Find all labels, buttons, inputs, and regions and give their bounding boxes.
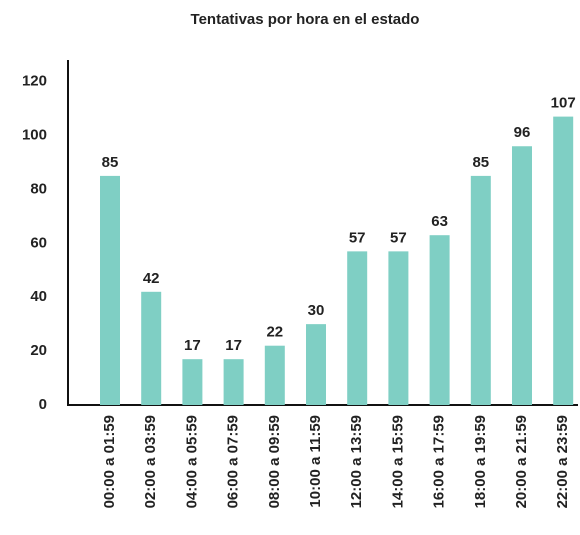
bar [100,175,120,405]
x-tick-label: 20:00 a 21:59 [513,415,530,508]
x-tick-label: 02:00 a 03:59 [142,415,159,508]
x-tick-label: 14:00 a 15:59 [389,415,406,508]
y-tick-label: 0 [39,396,47,413]
x-tick-label: 00:00 a 01:59 [101,415,118,508]
value-label: 85 [472,154,489,171]
value-label: 57 [349,229,366,246]
value-label: 107 [551,95,576,112]
y-tick-label: 100 [22,126,47,143]
chart-title: Tentativas por hora en el estado [191,11,420,28]
x-tick-label: 08:00 a 09:59 [266,415,283,508]
bar [388,251,409,405]
value-label: 30 [308,302,325,319]
value-label: 42 [143,270,160,287]
value-label: 96 [514,124,531,141]
bar [223,359,244,405]
value-label: 57 [390,229,407,246]
bar [347,251,368,405]
x-tick-label: 06:00 a 07:59 [225,415,242,508]
bar [306,324,326,405]
y-tick-label: 40 [30,288,47,305]
bar [182,359,203,405]
value-label: 17 [225,337,242,354]
x-tick-label: 12:00 a 13:59 [348,415,365,508]
x-tick-label: 18:00 a 19:59 [472,415,489,508]
y-tick-label: 80 [30,180,47,197]
bar [429,235,450,405]
value-label: 17 [184,337,201,354]
y-tick-label: 20 [30,342,47,359]
bar [470,175,491,405]
bar [141,291,162,405]
y-tick-label: 60 [30,234,47,251]
bar [553,116,574,405]
bar [512,146,532,405]
x-tick-label: 16:00 a 17:59 [431,415,448,508]
x-tick-label: 22:00 a 23:59 [554,415,571,508]
x-tick-label: 10:00 a 11:59 [307,415,324,508]
bar [264,345,285,405]
value-label: 22 [266,324,283,341]
value-label: 85 [102,154,119,171]
y-tick-label: 120 [22,73,47,90]
x-tick-label: 04:00 a 05:59 [183,415,200,508]
value-label: 63 [431,213,448,230]
